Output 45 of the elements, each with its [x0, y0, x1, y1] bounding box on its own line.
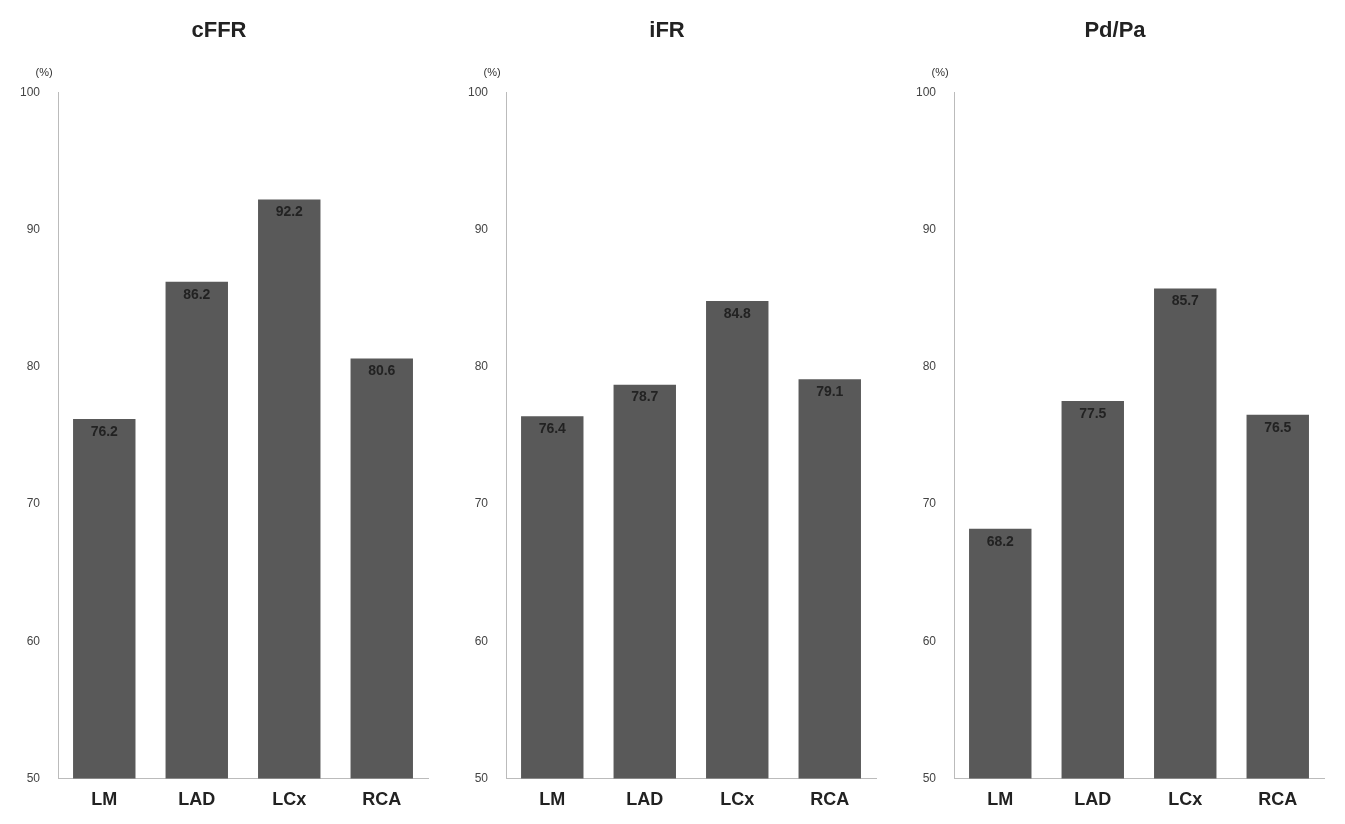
x-tick-label: LCx — [272, 789, 307, 810]
y-tick-label: 60 — [922, 633, 937, 648]
y-tick-label: 80 — [922, 359, 937, 374]
y-tick-label: 100 — [915, 84, 937, 99]
x-tick-label: LM — [539, 789, 566, 810]
y-tick-label: 100 — [467, 84, 489, 99]
x-tick-label: LCx — [720, 789, 755, 810]
y-tick-label: 50 — [922, 770, 937, 785]
data-label: 76.5 — [1264, 418, 1292, 435]
data-label: 80.6 — [368, 362, 396, 379]
y-tick-label: 60 — [26, 633, 41, 648]
x-tick-label: LCx — [1168, 789, 1203, 810]
x-tick-label: RCA — [362, 789, 402, 810]
x-tick-label: LAD — [178, 789, 216, 810]
chart-title: cFFR — [191, 17, 247, 43]
y-tick-label: 70 — [26, 496, 41, 511]
y-tick-label: 90 — [922, 221, 937, 236]
y-axis-title: (%) — [931, 65, 949, 78]
x-tick-label: LAD — [1074, 789, 1112, 810]
x-tick-label: LAD — [626, 789, 664, 810]
data-label: 79.1 — [816, 383, 844, 400]
data-label: 84.8 — [723, 304, 752, 321]
y-axis-title: (%) — [483, 65, 501, 78]
data-label: 86.2 — [183, 285, 211, 302]
chart-title: Pd/Pa — [1084, 17, 1147, 43]
data-label: 76.4 — [538, 420, 567, 437]
data-label: 85.7 — [1171, 292, 1200, 309]
data-label: 92.2 — [275, 203, 304, 220]
y-axis-title: (%) — [35, 65, 53, 78]
y-tick-label: 80 — [26, 359, 41, 374]
y-tick-label: 60 — [474, 633, 489, 648]
x-tick-label: LM — [987, 789, 1014, 810]
y-tick-label: 50 — [474, 770, 489, 785]
x-tick-label: LM — [91, 789, 118, 810]
y-tick-label: 70 — [474, 496, 489, 511]
data-label: 76.2 — [90, 422, 119, 439]
x-tick-label: RCA — [1258, 789, 1298, 810]
y-tick-label: 90 — [26, 221, 41, 236]
y-tick-label: 50 — [26, 770, 41, 785]
chart-title: iFR — [649, 17, 685, 43]
x-tick-label: RCA — [810, 789, 850, 810]
y-tick-label: 100 — [19, 84, 41, 99]
y-tick-label: 90 — [474, 221, 489, 236]
y-tick-label: 80 — [474, 359, 489, 374]
y-tick-label: 70 — [922, 496, 937, 511]
